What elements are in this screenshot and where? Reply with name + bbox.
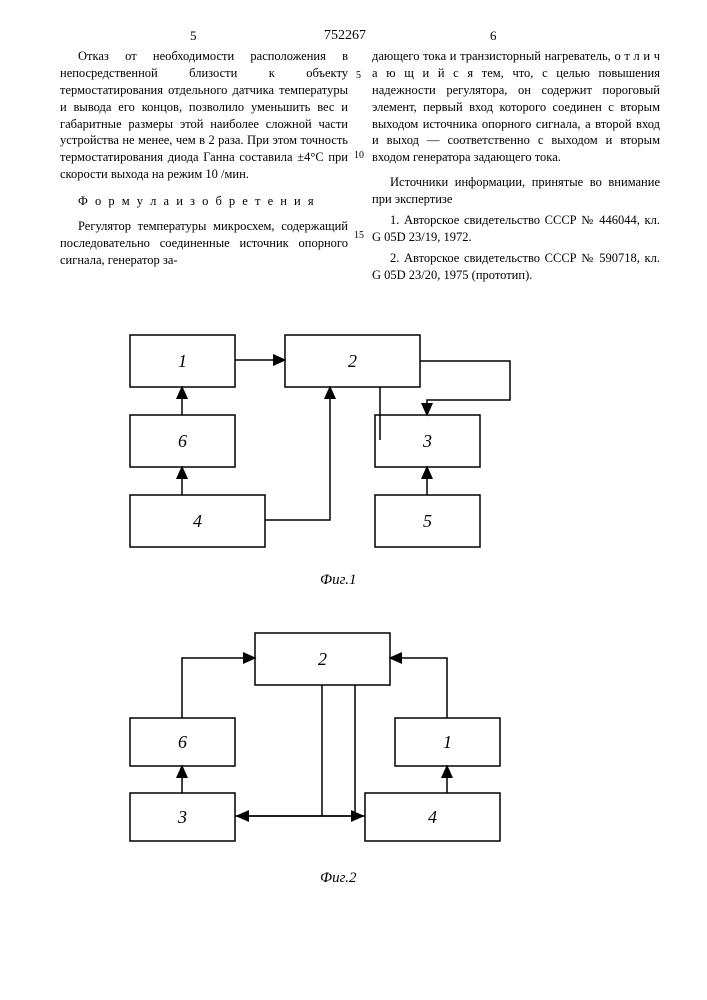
sources-title: Источники информации, принятые во вниман… — [372, 174, 660, 208]
svg-text:4: 4 — [428, 807, 437, 827]
formula-title: Ф о р м у л а и з о б р е т е н и я — [60, 193, 348, 210]
line-number-15: 15 — [354, 230, 364, 241]
page: 5 752267 6 Отказ от необходимости распол… — [0, 0, 707, 1000]
line-number-10: 10 — [354, 150, 364, 161]
svg-text:4: 4 — [193, 511, 202, 531]
reference-2: 2. Авторское свидетельство СССР № 590718… — [372, 250, 660, 284]
svg-text:2: 2 — [348, 351, 357, 371]
left-para-1: Отказ от необходимости расположения в не… — [60, 48, 348, 183]
figure-1-label: Фиг.1 — [320, 572, 356, 589]
line-number-5: 5 — [356, 70, 361, 81]
svg-text:2: 2 — [318, 649, 327, 669]
svg-text:5: 5 — [423, 511, 432, 531]
svg-text:6: 6 — [178, 431, 187, 451]
document-number: 752267 — [324, 28, 366, 44]
svg-text:1: 1 — [443, 732, 452, 752]
right-para-1: дающего тока и транзисторный нагреватель… — [372, 48, 660, 166]
reference-1: 1. Авторское свидетельство СССР № 446044… — [372, 212, 660, 246]
left-para-2: Регулятор температуры микросхем, содержа… — [60, 218, 348, 269]
page-number-left: 5 — [190, 28, 197, 44]
page-number-right: 6 — [490, 28, 497, 44]
svg-text:6: 6 — [178, 732, 187, 752]
figure-1: 1 2 6 3 4 5 — [0, 320, 620, 570]
svg-text:3: 3 — [177, 807, 187, 827]
figure-2: 2 6 1 3 4 — [0, 618, 620, 868]
left-column: Отказ от необходимости расположения в не… — [60, 48, 348, 287]
svg-text:1: 1 — [178, 351, 187, 371]
figure-2-label: Фиг.2 — [320, 870, 356, 887]
figure-2-svg: 2 6 1 3 4 — [0, 618, 620, 868]
right-column: дающего тока и транзисторный нагреватель… — [372, 48, 660, 287]
svg-text:3: 3 — [422, 431, 432, 451]
text-columns: Отказ от необходимости расположения в не… — [60, 48, 660, 287]
figure-1-svg: 1 2 6 3 4 5 — [0, 320, 620, 570]
